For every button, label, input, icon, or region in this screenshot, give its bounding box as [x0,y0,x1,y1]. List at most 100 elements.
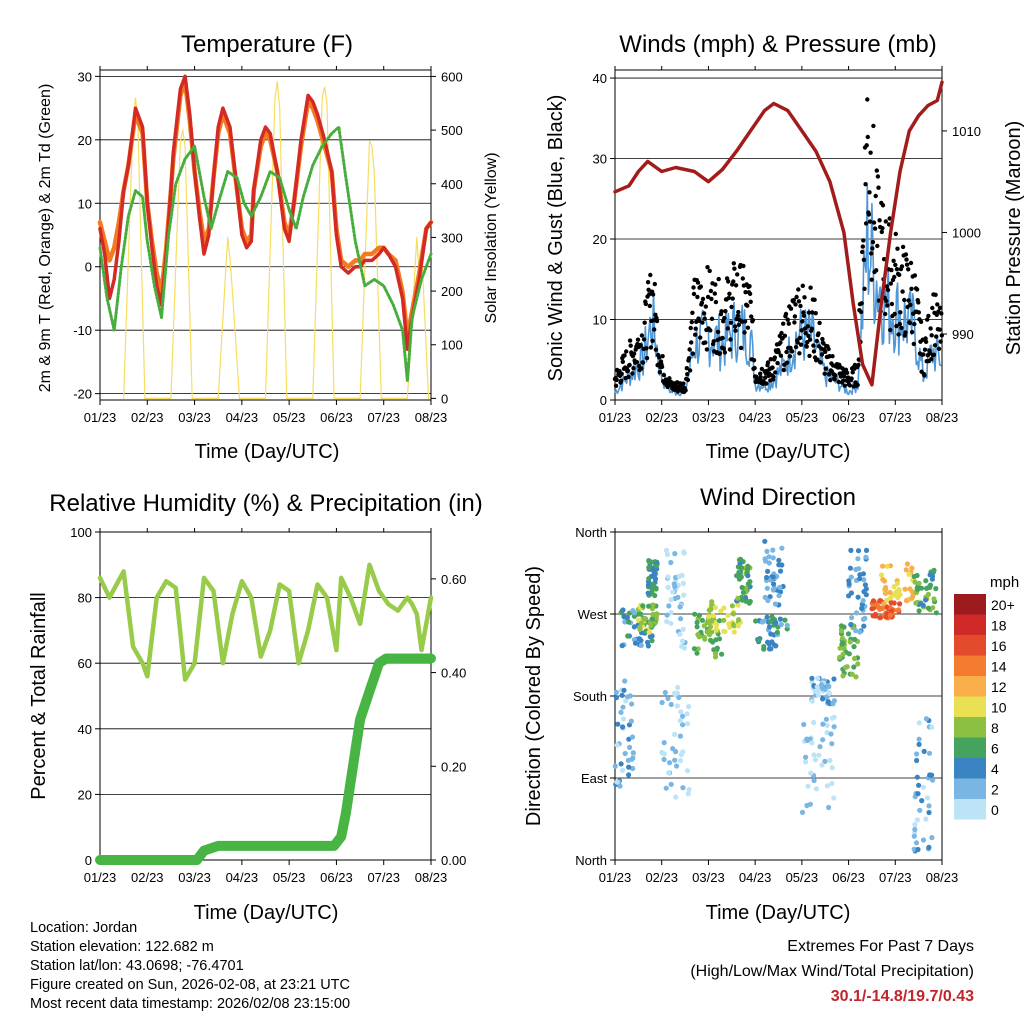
direction-point [883,584,889,591]
direction-point [915,846,921,853]
y2-tick-label: 0.60 [441,572,466,587]
gust-point [908,302,913,307]
gust-point [626,374,631,380]
gust-point [923,339,929,344]
gust-point [867,190,872,195]
gust-point [735,272,740,277]
gust-point [650,338,655,343]
direction-point [673,794,679,800]
direction-point [884,597,890,603]
direction-point [912,822,918,828]
gust-point [627,338,633,343]
direction-point [645,643,652,649]
gust-point [727,291,732,296]
direction-point [894,581,901,587]
gust-point [639,333,645,338]
gust-point [648,272,653,278]
direction-point [860,598,866,604]
direction-point [766,646,773,652]
direction-point [677,718,683,724]
direction-point [808,770,814,776]
winds-title: Winds (mph) & Pressure (mb) [619,31,936,58]
gust-point [738,345,744,351]
gust-point [844,370,850,375]
gust-point [879,229,884,235]
gust-point [690,351,696,356]
direction-point [666,770,672,776]
direction-point [718,608,724,614]
gust-point [884,298,889,304]
gust-point [897,272,902,277]
direction-point [620,767,626,774]
direction-point [680,713,686,719]
x-tick-label: 05/23 [786,410,819,425]
direction-point [622,619,628,625]
x-tick-label: 07/23 [367,410,400,425]
gust-point [745,325,751,330]
direction-point [677,604,683,610]
gust-point [830,354,835,359]
direction-point [826,804,832,811]
direction-point [759,619,765,625]
y2-tick-label: 1000 [952,225,981,240]
direction-point [856,566,862,572]
gust-point [937,305,943,310]
direction-point [914,751,920,757]
gust-point [657,355,662,360]
direction-point [776,593,782,599]
direction-point [628,718,635,724]
gust-point [768,357,773,362]
direction-point [824,729,830,736]
direction-point [617,783,623,789]
gust-point [894,323,899,329]
gust-point [826,346,831,352]
x-tick-label: 02/23 [131,410,164,425]
direction-point [768,631,774,637]
direction-point [640,603,646,609]
gust-point [700,296,706,302]
gust-point [661,372,666,378]
x-tick-label: 08/23 [926,870,959,885]
gust-point [807,337,813,342]
series-total-precipitation [95,653,436,865]
x-tick-label: 06/23 [832,410,865,425]
x-tick-label: 08/23 [926,410,959,425]
legend-swatch [954,758,986,779]
direction-point [719,651,725,657]
direction-point [629,734,636,740]
gust-point [778,353,784,358]
direction-point [857,572,863,578]
direction-point [709,618,715,624]
direction-point [762,594,768,601]
gust-point [705,265,710,270]
direction-point [820,737,826,743]
gust-point [796,287,801,292]
gust-point [875,243,880,249]
direction-point [782,617,788,623]
direction-point [674,703,680,709]
gust-point [781,321,786,326]
direction-point [630,755,636,761]
x-tick-label: 04/23 [226,870,259,885]
direction-point [848,622,854,628]
gust-point [742,330,747,335]
gust-point [858,309,864,315]
direction-point [831,724,837,730]
gust-point [784,360,790,365]
direction-point [917,807,923,813]
legend-swatch [954,614,986,635]
gust-point [703,304,708,309]
direction-point [736,557,743,563]
gust-point [728,337,733,342]
direction-point [648,622,654,629]
direction-point [846,593,852,599]
direction-point [847,639,853,645]
gust-point [652,281,657,287]
direction-point [739,597,746,603]
direction-point [681,592,687,598]
direction-point [848,547,854,554]
direction-point [822,758,828,765]
gust-point [660,354,665,359]
direction-point [823,716,830,722]
direction-point [851,644,857,650]
